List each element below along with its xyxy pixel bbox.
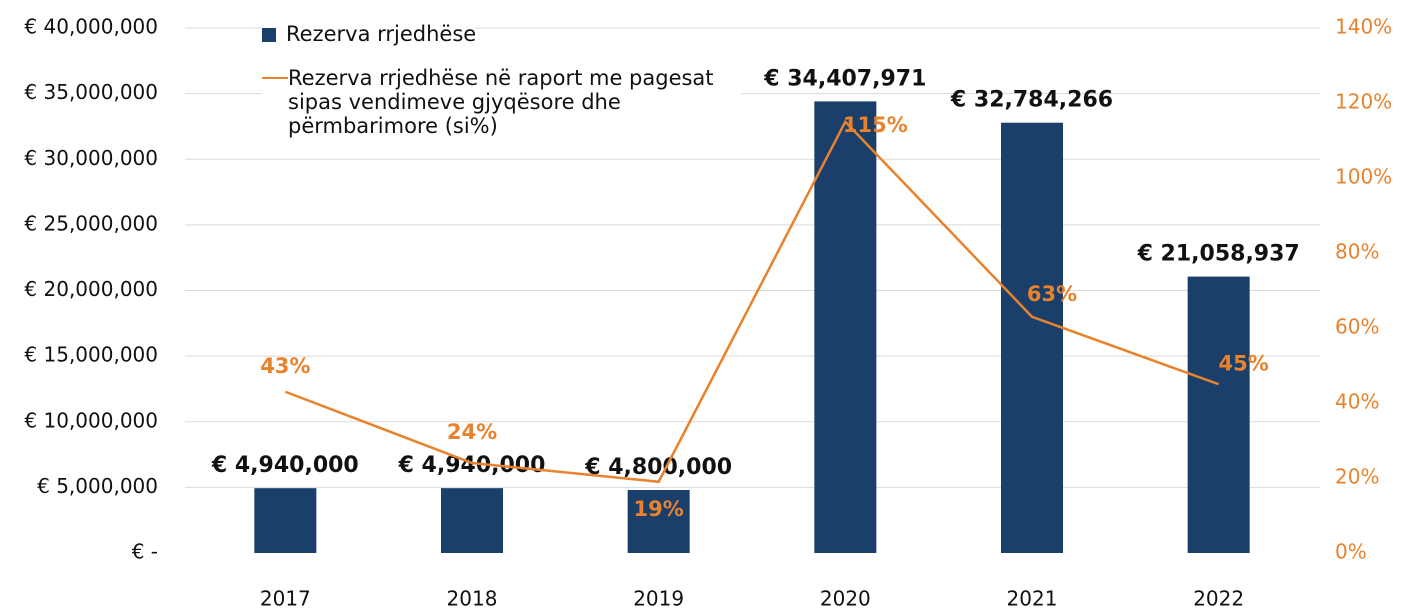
bar-label: € 32,784,266 [950,88,1113,113]
line [284,119,1220,484]
y-tick-label: € 30,000,000 [24,146,158,170]
x-tick-label: 2018 [447,587,498,611]
x-tick-label: 2017 [260,587,311,611]
bar-label: € 34,407,971 [763,66,926,91]
legend-label: Rezerva rrjedhëse [286,22,477,46]
x-tick-label: 2019 [633,587,684,611]
bar [814,101,877,553]
bar [627,490,690,553]
legend-line: Rezerva rrjedhëse në raport me pagesat s… [262,66,742,138]
bar-label: € 4,940,000 [398,453,546,478]
x-tick-label: 2022 [1193,587,1244,611]
bar-label: € 21,058,937 [1137,242,1300,267]
y-tick-label: € 10,000,000 [24,408,158,432]
y-tick-label: € 15,000,000 [24,343,158,367]
bar [1001,122,1063,553]
bar [254,488,317,553]
legend-swatch [262,77,288,79]
line-label: 43% [260,354,310,378]
y-tick-label: € 40,000,000 [24,15,158,39]
bar [441,488,503,553]
line-label: 63% [1027,282,1077,306]
y2-tick-label: 40% [1335,390,1379,414]
line-label: 19% [634,497,684,521]
legend-bar: Rezerva rrjedhëse [262,22,477,46]
y2-tick-label: 140% [1335,15,1392,39]
bar-label: € 4,940,000 [211,453,359,478]
y2-tick-label: 80% [1335,240,1379,264]
x-tick-label: 2020 [820,587,871,611]
y2-tick-label: 120% [1335,90,1392,114]
y2-tick-label: 0% [1335,540,1367,564]
line-label: 45% [1219,351,1269,375]
legend-swatch [262,28,276,42]
bar [1187,276,1250,553]
y2-tick-label: 20% [1335,465,1379,489]
y-tick-label: € - [132,540,158,564]
y-tick-label: € 35,000,000 [24,80,158,104]
y-tick-label: € 25,000,000 [24,211,158,235]
line-label: 115% [843,113,908,137]
y-tick-label: € 5,000,000 [37,474,158,498]
x-tick-label: 2021 [1007,587,1058,611]
line-label: 24% [447,420,497,444]
y2-tick-label: 100% [1335,165,1392,189]
y-tick-label: € 20,000,000 [24,277,158,301]
y2-tick-label: 60% [1335,315,1379,339]
legend-label: Rezerva rrjedhëse në raport me pagesat s… [288,66,714,138]
